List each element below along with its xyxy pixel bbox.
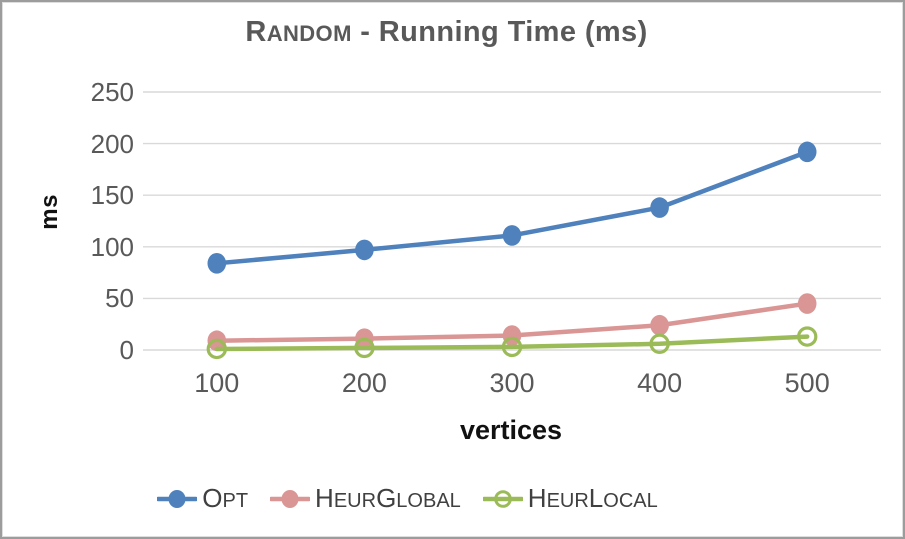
legend-label-heurglobal: HEURGLOBAL (315, 483, 461, 516)
legend-label-opt: OPT (202, 483, 248, 516)
chart-title-segment: - Running Time (ms) (351, 16, 648, 48)
point-heurlocal-400 (649, 333, 670, 355)
legend-label-segment: LOBAL (396, 489, 461, 512)
series-line-heurlocal (214, 334, 810, 352)
point-opt-300 (502, 225, 522, 246)
legend-marker-heurlocal-icon (482, 487, 523, 511)
point-heurlocal-200 (354, 337, 375, 359)
x-tick-label-100: 100 (194, 368, 240, 398)
point-opt-400 (650, 197, 669, 218)
legend-label-segment: O (202, 482, 223, 513)
point-heurlocal-300 (501, 336, 523, 358)
chart-title-segment: ANDOM (266, 21, 352, 46)
point-opt-500 (797, 141, 817, 163)
legend-label-segment: L (588, 482, 604, 513)
y-tick-label-150: 150 (90, 180, 134, 211)
y-tick-label-250: 250 (90, 77, 134, 107)
y-tick-label-100: 100 (90, 231, 134, 262)
legend-label-segment: PT (222, 489, 249, 512)
y-axis-title: ms (36, 194, 63, 230)
legend-label-segment: H (527, 482, 547, 513)
chart-title: RANDOM - Running Time (ms) (2, 16, 891, 49)
legend-marker-opt-icon (157, 487, 198, 511)
x-tick-label-500: 500 (784, 368, 830, 398)
y-tick-label-200: 200 (90, 128, 134, 159)
legend-item-heurglobal: HEURGLOBAL (270, 483, 461, 516)
legend-label-segment: G (376, 482, 397, 513)
legend: OPT HEURGLOBAL HEURLOCAL (2, 482, 813, 516)
y-tick-label-50: 50 (105, 283, 134, 314)
legend-item-heurlocal: HEURLOCAL (482, 483, 658, 516)
point-heurlocal-500 (797, 326, 818, 347)
y-tick-label-0: 0 (119, 335, 134, 365)
legend-label-segment: EUR (333, 489, 377, 512)
legend-label-segment: H (315, 482, 334, 513)
legend-label-segment: EUR (546, 489, 589, 512)
x-tick-label-200: 200 (341, 368, 387, 398)
chart-title-segment: R (245, 16, 267, 48)
x-tick-label-400: 400 (637, 368, 683, 398)
point-heurglobal-500 (797, 293, 817, 314)
legend-label-segment: OCAL (603, 489, 658, 512)
point-heurglobal-400 (650, 314, 669, 336)
legend-label-heurlocal: HEURLOCAL (528, 483, 658, 516)
legend-item-opt: OPT (157, 483, 248, 516)
x-tick-label-300: 300 (489, 368, 535, 398)
point-opt-200 (355, 239, 374, 261)
point-heurlocal-100 (206, 338, 227, 360)
point-opt-100 (207, 253, 227, 274)
legend-marker-heurglobal-icon (270, 487, 311, 511)
x-axis-title: vertices (459, 415, 563, 445)
